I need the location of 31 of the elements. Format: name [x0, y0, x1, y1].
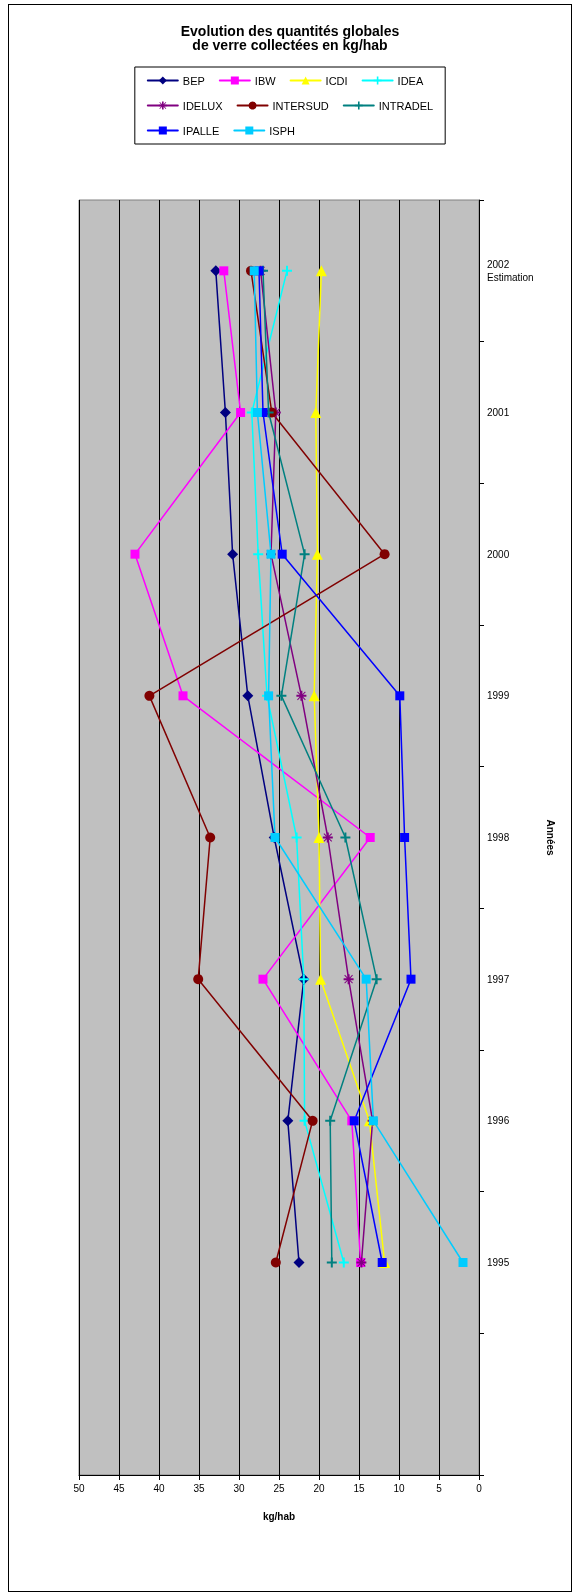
legend-label: IBW — [254, 74, 277, 87]
legend-label: INTERSUD — [272, 99, 329, 112]
y-tick-label: 1995 — [487, 1257, 510, 1268]
y-tick-label: 2000 — [487, 548, 510, 560]
y-tick-label: 2001 — [487, 407, 510, 418]
y-tick-label: 1996 — [487, 1115, 510, 1127]
x-tick-label: 0 — [476, 1482, 483, 1494]
x-tick-label: 30 — [233, 1482, 245, 1494]
chart-title: Evolution des quantités globales de verre collectées en kg/hab — [180, 23, 400, 53]
x-tick-label: 15 — [353, 1482, 365, 1494]
x-tick-label: 50 — [73, 1482, 85, 1494]
legend-label: BEP — [182, 74, 205, 87]
x-tick-label: 5 — [436, 1482, 443, 1494]
legend-label: INTRADEL — [378, 99, 434, 112]
x-tick-label: 35 — [193, 1482, 205, 1494]
x-tick-label: 45 — [113, 1482, 125, 1494]
legend-label: IDELUX — [182, 99, 224, 112]
legend-label: IPALLE — [182, 124, 220, 137]
y-tick-label: 2002 Estimation — [487, 258, 534, 283]
y-axis-title: Années — [544, 819, 556, 856]
legend-label: IDEA — [397, 74, 424, 87]
y-tick-label: 1999 — [487, 690, 510, 702]
x-axis-title: kg/hab — [262, 1510, 296, 1522]
x-tick-label: 10 — [393, 1482, 405, 1494]
x-tick-label: 40 — [153, 1482, 165, 1494]
x-tick-label: 25 — [273, 1482, 285, 1494]
y-tick-label: 1997 — [487, 973, 510, 985]
legend-label: ISPH — [269, 124, 296, 137]
legend-label: ICDI — [325, 74, 348, 87]
y-tick-label: 1998 — [487, 832, 510, 843]
x-tick-label: 20 — [313, 1482, 325, 1494]
